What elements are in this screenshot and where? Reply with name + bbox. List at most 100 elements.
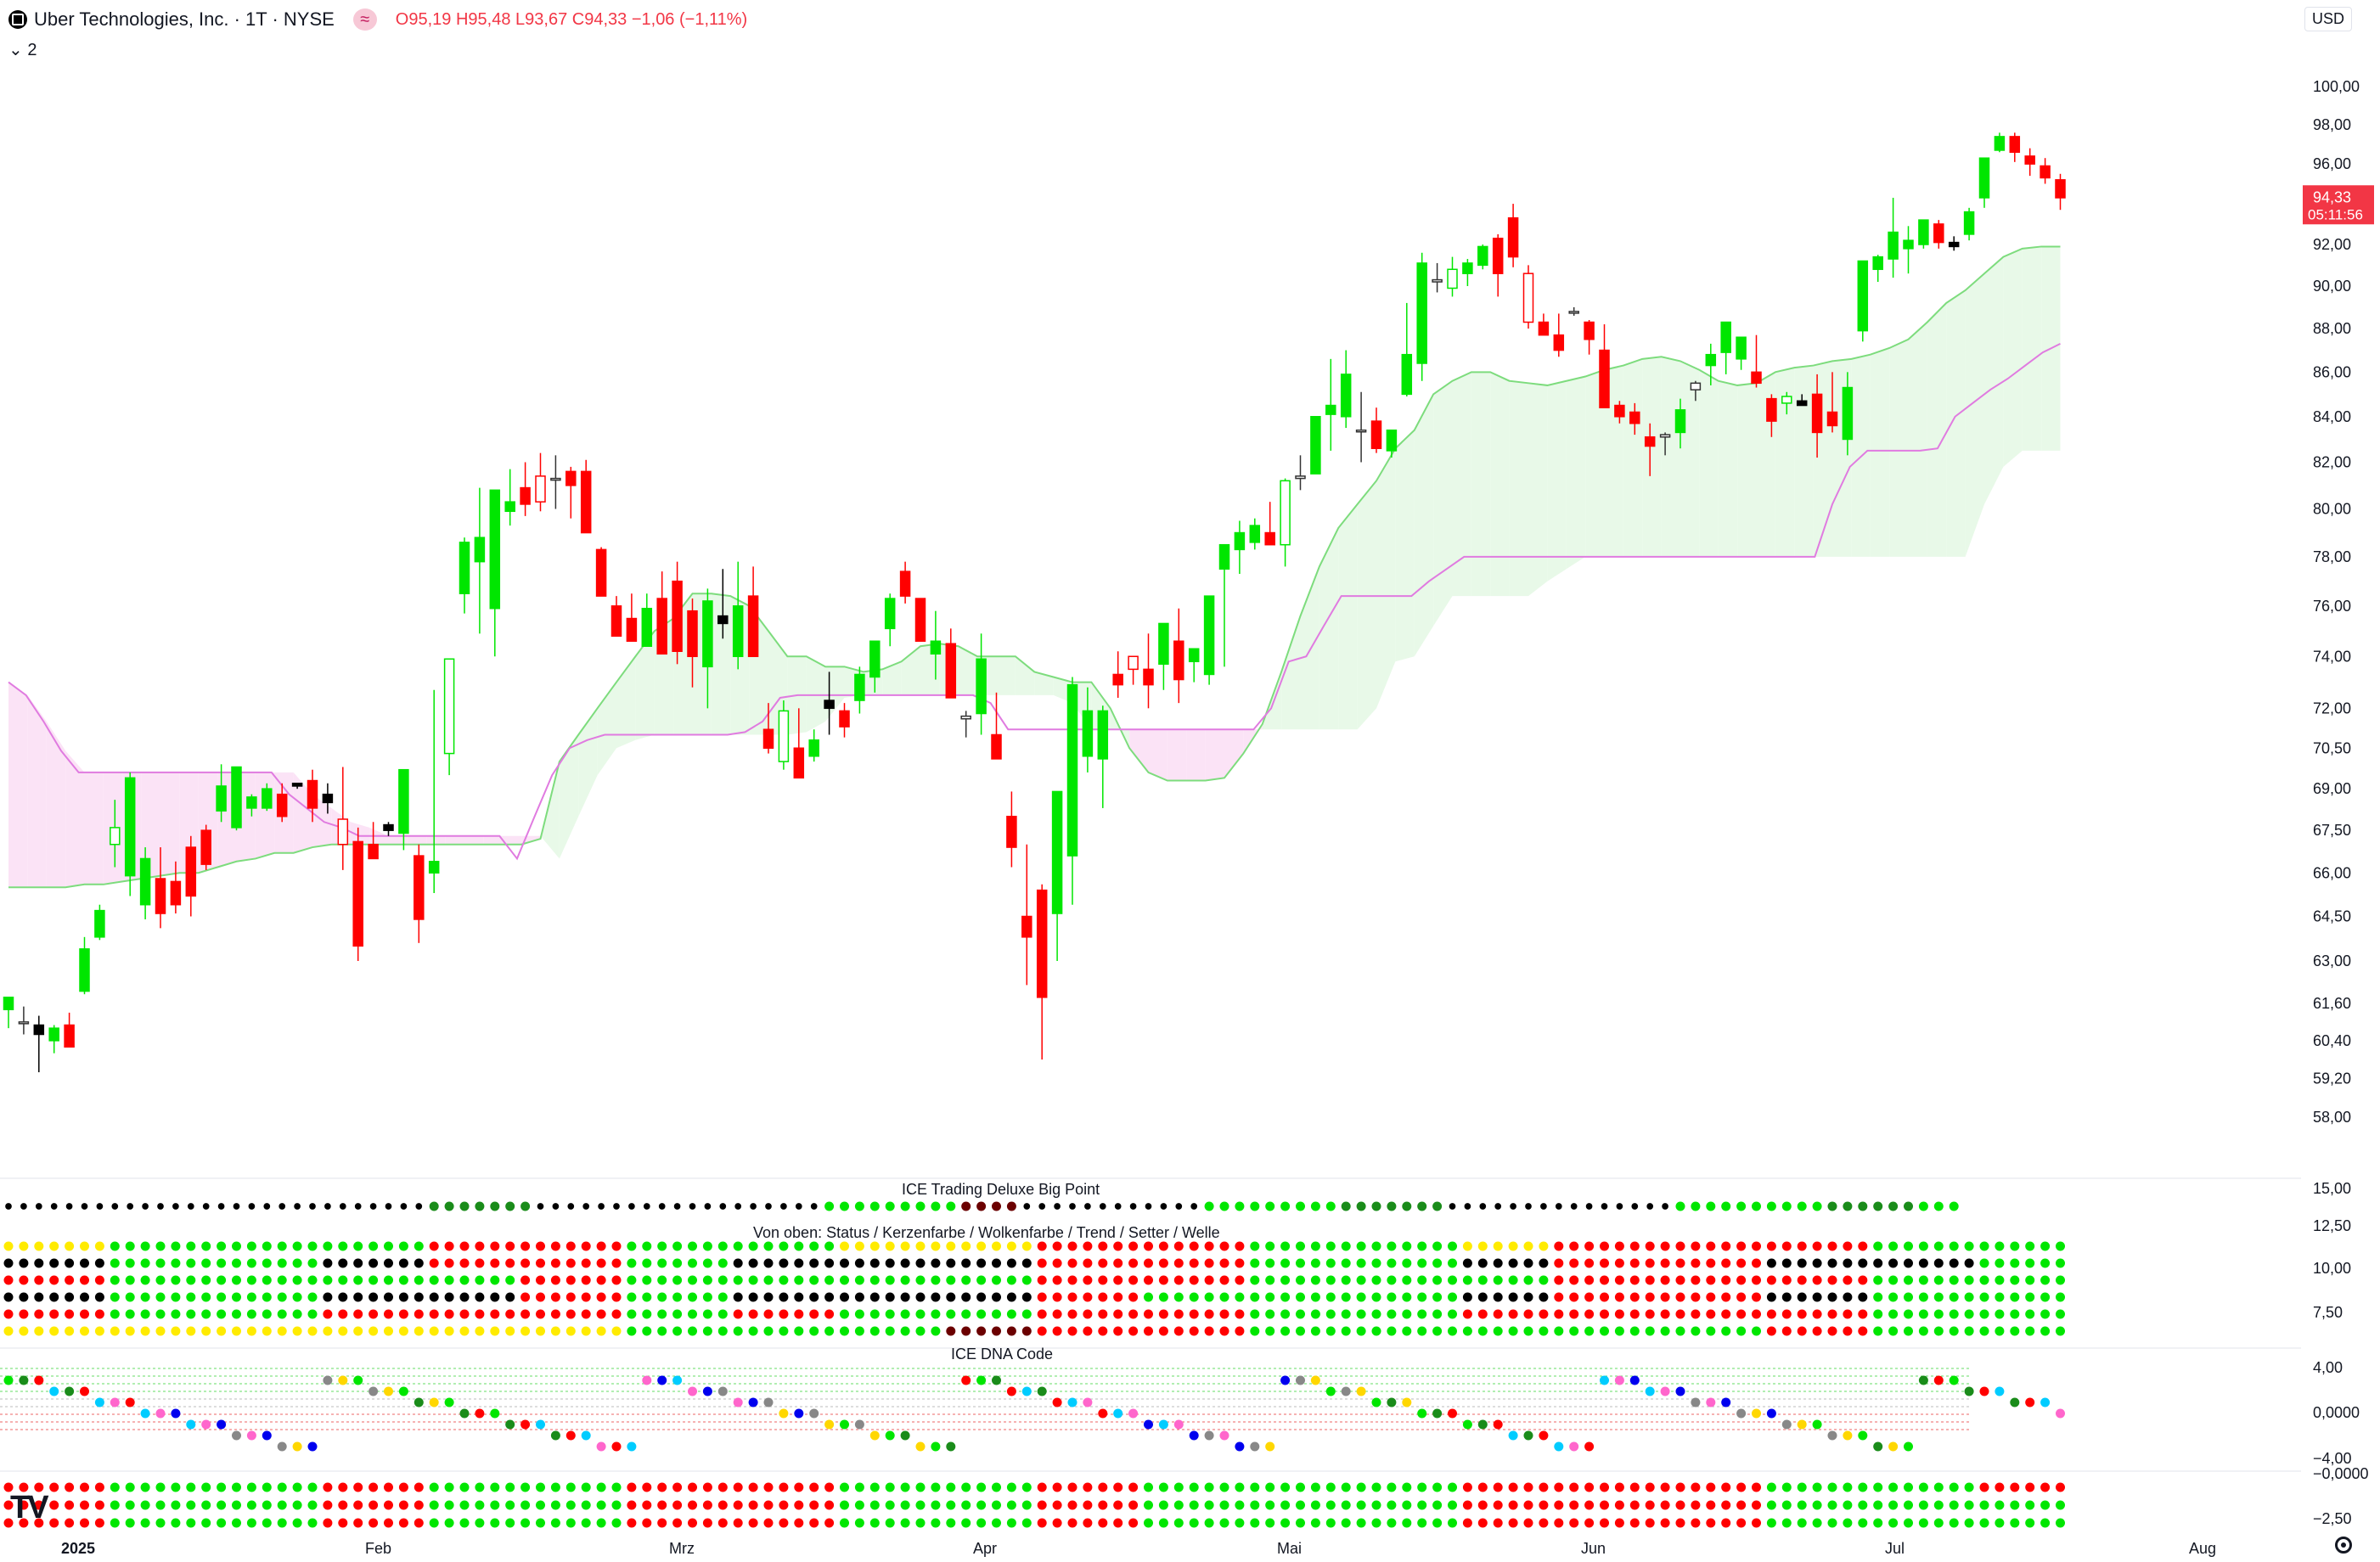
candle[interactable]: [1903, 239, 1914, 250]
candle[interactable]: [580, 470, 592, 534]
wave-icon[interactable]: ≈: [352, 8, 377, 31]
candle[interactable]: [64, 1024, 75, 1048]
candle[interactable]: [1128, 655, 1139, 671]
candle[interactable]: [641, 608, 653, 648]
candle[interactable]: [94, 909, 105, 938]
candle[interactable]: [869, 640, 881, 678]
candle[interactable]: [1507, 216, 1519, 258]
candle[interactable]: [1963, 211, 1975, 235]
candle[interactable]: [550, 477, 561, 481]
candle[interactable]: [899, 570, 911, 597]
candle[interactable]: [1659, 434, 1671, 438]
candle[interactable]: [1720, 321, 1731, 353]
candle[interactable]: [1736, 336, 1747, 360]
candle[interactable]: [1918, 219, 1929, 245]
candle[interactable]: [1644, 436, 1656, 447]
candle[interactable]: [1857, 260, 1869, 332]
candle[interactable]: [504, 501, 515, 513]
candle[interactable]: [489, 489, 501, 610]
candle[interactable]: [1781, 396, 1792, 404]
candle[interactable]: [747, 595, 759, 658]
candle[interactable]: [717, 615, 729, 625]
candle[interactable]: [1447, 268, 1458, 289]
candle[interactable]: [1933, 223, 1944, 244]
candle[interactable]: [262, 788, 273, 809]
candle[interactable]: [1188, 648, 1200, 663]
candle[interactable]: [1568, 311, 1579, 314]
symbol-header[interactable]: Uber Technologies, Inc. · 1T · NYSE ≈ O9…: [8, 5, 747, 34]
candle[interactable]: [945, 643, 957, 699]
candle[interactable]: [1432, 278, 1443, 283]
candle[interactable]: [1218, 543, 1230, 570]
candle[interactable]: [246, 796, 257, 809]
candle[interactable]: [124, 777, 136, 877]
candle[interactable]: [307, 779, 318, 809]
candle[interactable]: [185, 846, 197, 897]
candle[interactable]: [930, 640, 942, 655]
candle[interactable]: [79, 948, 90, 992]
candle[interactable]: [778, 710, 790, 762]
candle[interactable]: [914, 598, 926, 643]
candle[interactable]: [884, 598, 896, 630]
candle[interactable]: [170, 880, 182, 906]
candle[interactable]: [1021, 915, 1032, 938]
candle[interactable]: [626, 617, 638, 643]
candle[interactable]: [1492, 238, 1504, 274]
candle[interactable]: [155, 878, 166, 914]
candle[interactable]: [824, 700, 835, 710]
candle[interactable]: [687, 610, 698, 658]
candle[interactable]: [1811, 393, 1823, 434]
candle[interactable]: [2009, 136, 2021, 154]
candle[interactable]: [2024, 155, 2035, 165]
candle[interactable]: [702, 600, 713, 668]
candle[interactable]: [352, 840, 363, 947]
candle[interactable]: [1203, 595, 1215, 676]
candle[interactable]: [991, 733, 1002, 760]
candle[interactable]: [1994, 136, 2006, 151]
candle[interactable]: [656, 598, 667, 655]
symbol-title[interactable]: Uber Technologies, Inc. · 1T · NYSE: [34, 8, 335, 30]
candle[interactable]: [1280, 480, 1291, 546]
candle[interactable]: [839, 710, 850, 728]
candle[interactable]: [1674, 409, 1686, 434]
candle[interactable]: [1599, 349, 1610, 408]
candle[interactable]: [1097, 710, 1109, 760]
indicator-collapse-toggle[interactable]: ⌄ 2: [8, 39, 37, 60]
candle[interactable]: [1143, 668, 1154, 686]
candle[interactable]: [1553, 334, 1565, 351]
candle[interactable]: [110, 827, 121, 846]
candle[interactable]: [1629, 411, 1640, 424]
candle[interactable]: [1416, 262, 1427, 364]
candle[interactable]: [960, 715, 971, 720]
candle[interactable]: [854, 673, 865, 701]
candle[interactable]: [808, 739, 819, 757]
candle[interactable]: [1264, 531, 1275, 546]
candle[interactable]: [1584, 321, 1595, 340]
candle[interactable]: [1249, 525, 1261, 543]
candle[interactable]: [610, 605, 622, 638]
candle[interactable]: [1173, 640, 1184, 681]
candle[interactable]: [383, 823, 394, 831]
candle[interactable]: [200, 829, 211, 865]
candle[interactable]: [231, 766, 242, 829]
candle[interactable]: [1751, 371, 1762, 385]
candle[interactable]: [1826, 411, 1838, 427]
candle[interactable]: [459, 542, 470, 594]
candle[interactable]: [1522, 273, 1534, 323]
candle[interactable]: [398, 768, 409, 834]
candle[interactable]: [672, 580, 683, 652]
candle[interactable]: [1978, 157, 1990, 199]
candle[interactable]: [33, 1024, 45, 1036]
candle[interactable]: [216, 785, 227, 812]
candle[interactable]: [565, 470, 577, 486]
candle[interactable]: [1401, 353, 1413, 396]
candle[interactable]: [1051, 790, 1063, 914]
candle[interactable]: [1690, 382, 1702, 390]
candle[interactable]: [1705, 353, 1717, 367]
candle[interactable]: [1006, 815, 1017, 848]
candle[interactable]: [18, 1021, 30, 1025]
candle[interactable]: [1538, 321, 1550, 336]
candle[interactable]: [139, 857, 151, 906]
candle[interactable]: [2040, 165, 2051, 179]
